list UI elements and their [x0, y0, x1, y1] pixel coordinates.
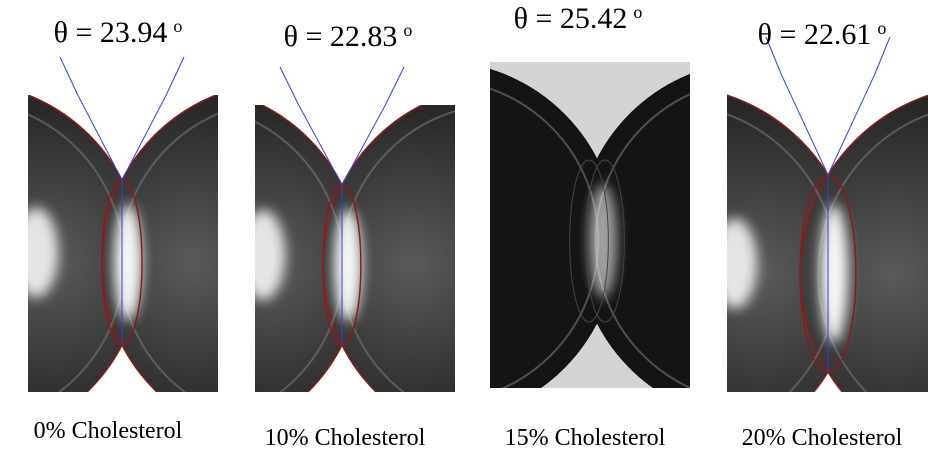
caption: 20% Cholesterol: [742, 425, 903, 450]
highlight: [713, 219, 757, 309]
highlight: [820, 205, 848, 343]
tangent-line: [280, 67, 299, 105]
highlight: [114, 205, 142, 321]
highlight: [589, 184, 617, 297]
highlight: [241, 210, 285, 300]
tangent-line: [385, 67, 404, 105]
caption: 0% Cholesterol: [34, 418, 183, 444]
caption: 15% Cholesterol: [505, 425, 666, 450]
figure: θ = 23.94o θ = 22.83o θ = 25.42o θ = 22.…: [0, 0, 928, 450]
highlight: [14, 208, 58, 298]
tangent-line: [60, 57, 78, 95]
tangent-line: [874, 37, 890, 75]
tangent-line: [166, 57, 184, 95]
micrographs: [0, 35, 928, 450]
caption: 10% Cholesterol: [265, 425, 426, 450]
